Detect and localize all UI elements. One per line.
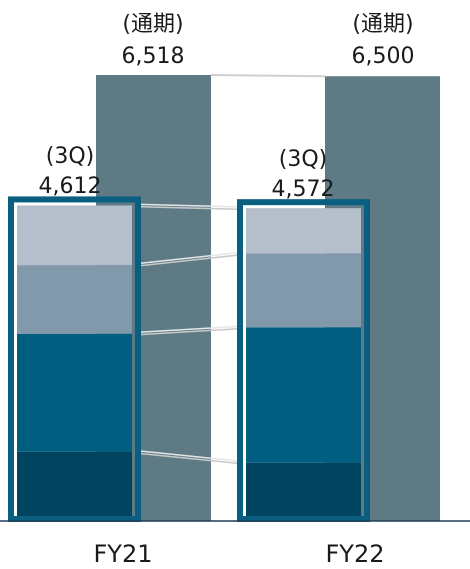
q3-segment-4-fy21 bbox=[17, 205, 132, 266]
fy22-full-year-value: 6,500 bbox=[352, 44, 415, 69]
fy21-q3-value: 4,612 bbox=[39, 174, 102, 199]
connector-lines bbox=[134, 74, 326, 465]
q3-segment-1-fy21 bbox=[17, 451, 132, 521]
connector-segment-4-b bbox=[134, 205, 244, 211]
fy22-q3-value: 4,572 bbox=[272, 177, 335, 202]
fy22-full-year-label: (通期) bbox=[352, 12, 413, 37]
q3-outline-fy22 bbox=[237, 199, 370, 522]
fy21-full-year-label: (通期) bbox=[122, 12, 183, 37]
connector-full-year-top bbox=[210, 74, 326, 78]
fy21-q3-label: (3Q) bbox=[46, 144, 94, 169]
category-label-fy22: FY22 bbox=[325, 540, 384, 568]
category-label-fy21: FY21 bbox=[93, 540, 152, 568]
q3-segment-2-fy22 bbox=[246, 327, 361, 463]
q3-stacked-bars bbox=[8, 196, 370, 522]
connector-segment-3-a bbox=[134, 251, 244, 265]
connector-segment-1-a bbox=[134, 449, 244, 463]
connector-segment-3-b bbox=[134, 253, 244, 268]
connector-segment-2-a bbox=[134, 325, 244, 334]
fy22-q3-label: (3Q) bbox=[279, 147, 327, 172]
q3-segment-2-fy21 bbox=[17, 333, 132, 452]
connector-segment-1-b bbox=[134, 452, 244, 465]
q3-segment-4-fy22 bbox=[246, 208, 361, 254]
fy21-full-year-value: 6,518 bbox=[122, 44, 185, 69]
connector-segment-2-b bbox=[134, 327, 244, 336]
q3-outline-fy21 bbox=[8, 196, 141, 522]
connector-segment-4-a bbox=[134, 203, 244, 208]
q3-segment-3-fy21 bbox=[17, 265, 132, 334]
q3-segment-3-fy22 bbox=[246, 253, 361, 328]
q3-segment-1-fy22 bbox=[246, 462, 361, 521]
